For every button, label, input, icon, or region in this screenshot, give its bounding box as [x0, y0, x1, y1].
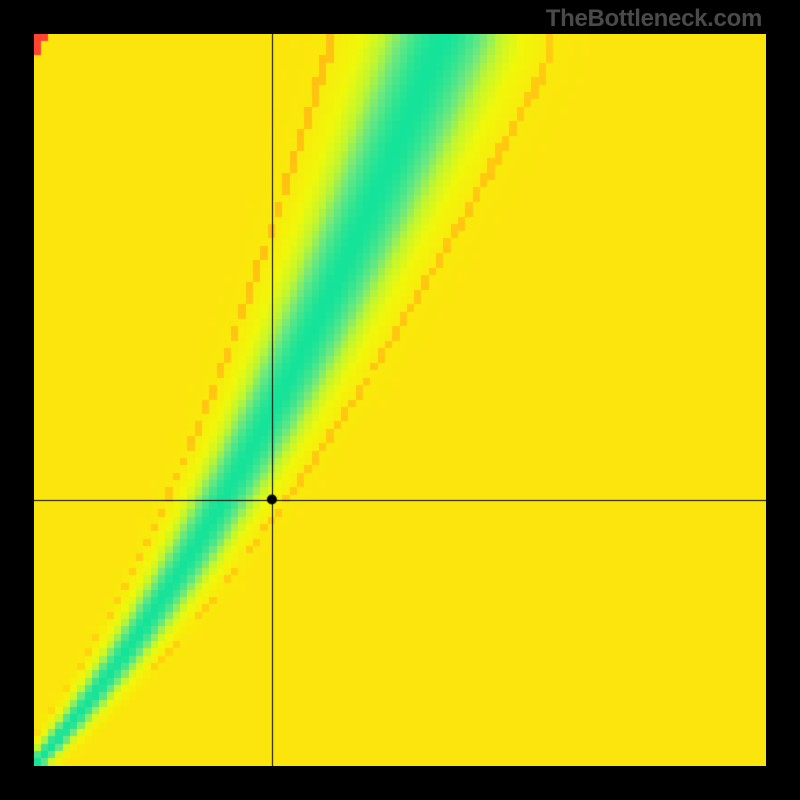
chart-container: TheBottleneck.com [0, 0, 800, 800]
heatmap-canvas [34, 34, 766, 766]
watermark-text: TheBottleneck.com [546, 5, 762, 33]
